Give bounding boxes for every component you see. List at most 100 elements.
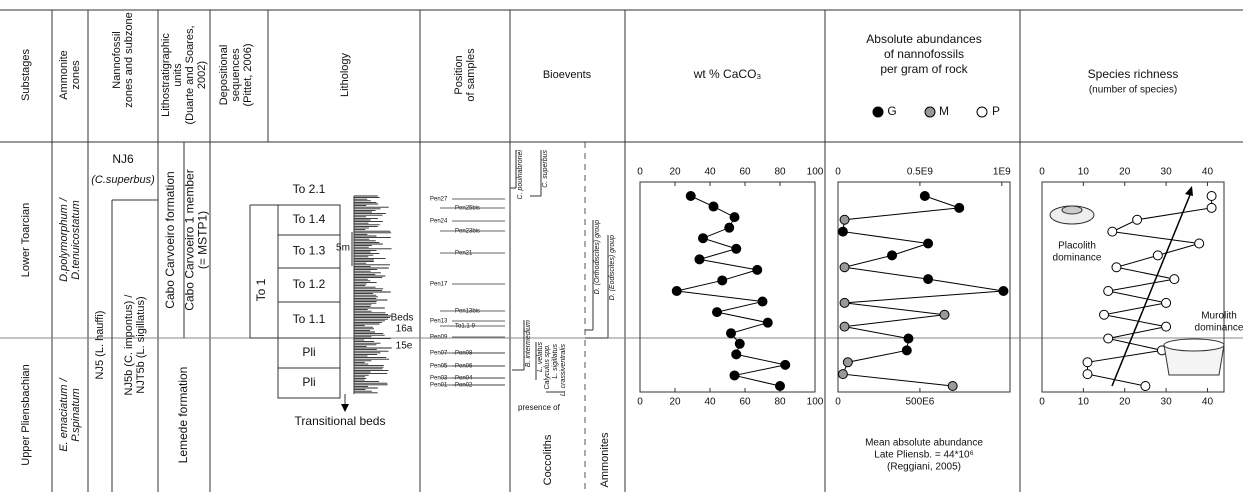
annotation: Murolith xyxy=(1201,311,1237,322)
text-block: 20 xyxy=(1119,167,1131,178)
data-point xyxy=(731,243,742,254)
text-block: presence of xyxy=(518,403,561,412)
text-block: 10 xyxy=(1078,167,1090,178)
trend-arrow xyxy=(1111,189,1193,387)
text-block: B. intermedium xyxy=(525,320,532,367)
tick-label: 100 xyxy=(807,167,824,178)
tick-label: 0.5E9 xyxy=(907,167,934,178)
column-header: Depositional xyxy=(218,45,230,106)
frame xyxy=(0,9,1243,492)
text-block: 5m xyxy=(336,243,350,254)
data-point xyxy=(839,321,850,332)
data-point xyxy=(726,328,736,339)
nannofossil-zone: NJT5b (L. sigillatus) xyxy=(135,296,147,393)
text-block: Cabo Carvoeiro formation xyxy=(163,171,177,308)
arrow-head xyxy=(341,404,349,412)
text-block: Beds xyxy=(391,313,414,324)
data-point xyxy=(757,296,768,307)
text-block: 40 xyxy=(704,167,716,178)
text-block: Lithostratigraphic units (Duarte and Soare… xyxy=(160,25,208,124)
text-block: Species richness xyxy=(1088,67,1179,81)
data-point xyxy=(1132,214,1143,225)
text-block: Pen17 xyxy=(430,282,448,288)
text-block: C. poulnabronei xyxy=(517,150,524,200)
tick-label: 0 xyxy=(835,397,841,408)
text-block: Coccoliths xyxy=(542,434,554,485)
column-header: Lithostratigraphic xyxy=(160,33,172,117)
column-header: sequences xyxy=(230,48,242,102)
sequence: To 1.2 xyxy=(293,277,326,291)
tick-label: 40 xyxy=(704,397,716,408)
annotation: Late Pliensb. = 44*10⁶ xyxy=(874,450,973,461)
data-point xyxy=(729,370,740,381)
text-block: Pli xyxy=(302,345,315,359)
data-point xyxy=(1082,357,1093,368)
bioevent: D. (Eodiscites) group xyxy=(609,235,616,300)
text-block: Pen02 xyxy=(455,383,473,389)
data-point xyxy=(887,250,898,261)
data-point xyxy=(1152,250,1163,261)
column-header: Ammonite xyxy=(58,50,70,100)
data-point xyxy=(1161,297,1172,308)
data-point xyxy=(839,214,850,225)
bioevent: presence of xyxy=(518,403,561,412)
bed-label: Beds xyxy=(391,313,414,324)
sample-label: Pen06 xyxy=(455,364,473,370)
tick-label: 10 xyxy=(1078,397,1090,408)
text-block: (C.superbus) xyxy=(91,174,155,186)
group-label: Coccoliths xyxy=(542,434,554,485)
text-block: 100 xyxy=(807,397,824,408)
text-block: Pen25bis xyxy=(455,206,480,212)
tick-label: 0 xyxy=(637,167,643,178)
text-block: Lower Toarcian xyxy=(20,203,32,277)
data-point xyxy=(837,369,848,380)
data-point xyxy=(903,333,914,344)
text-block: Lithology xyxy=(339,52,351,97)
tick-label: 20 xyxy=(1119,167,1131,178)
text-block: D.polymorphum / D.tenuicostatum xyxy=(58,197,82,282)
sample-label: Pen25bis xyxy=(455,206,480,212)
bed-label: 15e xyxy=(396,341,413,352)
text-block: 500E6 xyxy=(905,397,934,408)
sample-label: Pen23bis xyxy=(455,229,480,235)
lithostrat-unit: Cabo Carvoeiro formation xyxy=(163,171,177,308)
text-block: 0 xyxy=(637,397,643,408)
substage: Upper Pliensbachian xyxy=(20,364,32,466)
data-point xyxy=(1107,226,1118,237)
data-point xyxy=(1194,238,1205,249)
tick-label: 0 xyxy=(637,397,643,408)
bioevent: C. poulnabronei xyxy=(517,150,524,200)
tick-label: 10 xyxy=(1078,167,1090,178)
data-point xyxy=(1161,321,1172,332)
lithostrat-unit: (= MSTP1) xyxy=(196,211,210,269)
data-point xyxy=(837,226,848,237)
text-block: Bioevents xyxy=(543,69,592,81)
sample-label: To1.1-9 xyxy=(455,324,476,330)
text-block: G xyxy=(887,104,896,118)
tick-label: 80 xyxy=(774,167,786,178)
substage: Lower Toarcian xyxy=(20,203,32,277)
text-block: Pen27 xyxy=(430,197,448,203)
text-block: 80 xyxy=(774,167,786,178)
text-block: NJ5 (L. hauffi) xyxy=(94,311,106,380)
tick-label: 20 xyxy=(1119,397,1131,408)
scale-label: 5m xyxy=(336,243,350,254)
text-block: Pen05 xyxy=(430,364,448,370)
tick-label: 30 xyxy=(1161,167,1173,178)
bioevent: L. sigillatus xyxy=(552,344,559,379)
text-block: 40 xyxy=(1202,167,1214,178)
nannofossil-zone: NJ5b (C. impontus) / xyxy=(123,294,135,396)
text-block: To 1 xyxy=(254,278,268,301)
text-block: Ammonite zones xyxy=(58,50,82,100)
legend-marker xyxy=(872,106,884,118)
text-block: 0 xyxy=(1039,167,1045,178)
text-block: Pen08 xyxy=(455,351,473,357)
bioevent: B. intermedium xyxy=(525,320,532,367)
sample-label: Pen27 xyxy=(430,197,448,203)
column-header: Substages xyxy=(20,49,32,101)
text-block: E. emaciatum / P.spinatum xyxy=(58,377,82,451)
column-header: of samples xyxy=(465,48,477,102)
bioevent: Calyculus spp. xyxy=(544,344,551,390)
sample-label: Pen17 xyxy=(430,282,448,288)
